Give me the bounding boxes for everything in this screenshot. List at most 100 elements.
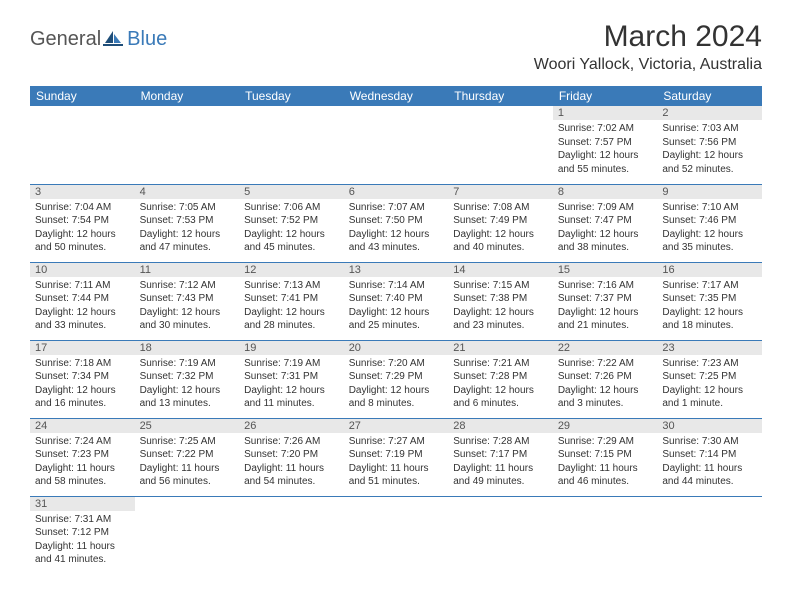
calendar-day-cell: 15Sunrise: 7:16 AMSunset: 7:37 PMDayligh… — [553, 262, 658, 340]
weekday-header: Wednesday — [344, 86, 449, 106]
day-number: 28 — [448, 419, 553, 433]
calendar-day-cell: 23Sunrise: 7:23 AMSunset: 7:25 PMDayligh… — [657, 340, 762, 418]
calendar-day-cell — [135, 106, 240, 184]
calendar-day-cell: 19Sunrise: 7:19 AMSunset: 7:31 PMDayligh… — [239, 340, 344, 418]
day-content: Sunrise: 7:03 AMSunset: 7:56 PMDaylight:… — [657, 120, 762, 180]
day-number: 27 — [344, 419, 449, 433]
calendar-day-cell — [239, 496, 344, 574]
calendar-day-cell: 21Sunrise: 7:21 AMSunset: 7:28 PMDayligh… — [448, 340, 553, 418]
day-number: 15 — [553, 263, 658, 277]
weekday-header: Saturday — [657, 86, 762, 106]
day-number: 2 — [657, 106, 762, 120]
weekday-row: SundayMondayTuesdayWednesdayThursdayFrid… — [30, 86, 762, 106]
calendar-day-cell — [553, 496, 658, 574]
calendar-week-row: 31Sunrise: 7:31 AMSunset: 7:12 PMDayligh… — [30, 496, 762, 574]
day-number: 17 — [30, 341, 135, 355]
calendar-day-cell: 14Sunrise: 7:15 AMSunset: 7:38 PMDayligh… — [448, 262, 553, 340]
day-number: 10 — [30, 263, 135, 277]
day-content: Sunrise: 7:19 AMSunset: 7:32 PMDaylight:… — [135, 355, 240, 415]
day-number: 1 — [553, 106, 658, 120]
calendar-day-cell: 26Sunrise: 7:26 AMSunset: 7:20 PMDayligh… — [239, 418, 344, 496]
calendar-day-cell: 27Sunrise: 7:27 AMSunset: 7:19 PMDayligh… — [344, 418, 449, 496]
day-number: 13 — [344, 263, 449, 277]
calendar-day-cell: 3Sunrise: 7:04 AMSunset: 7:54 PMDaylight… — [30, 184, 135, 262]
day-number: 22 — [553, 341, 658, 355]
day-number: 24 — [30, 419, 135, 433]
calendar-table: SundayMondayTuesdayWednesdayThursdayFrid… — [30, 86, 762, 574]
day-content: Sunrise: 7:25 AMSunset: 7:22 PMDaylight:… — [135, 433, 240, 493]
calendar-day-cell: 16Sunrise: 7:17 AMSunset: 7:35 PMDayligh… — [657, 262, 762, 340]
day-number: 6 — [344, 185, 449, 199]
day-number: 18 — [135, 341, 240, 355]
day-content: Sunrise: 7:27 AMSunset: 7:19 PMDaylight:… — [344, 433, 449, 493]
logo: General Blue — [30, 20, 167, 51]
day-number: 25 — [135, 419, 240, 433]
day-content: Sunrise: 7:18 AMSunset: 7:34 PMDaylight:… — [30, 355, 135, 415]
day-number: 16 — [657, 263, 762, 277]
calendar-day-cell: 17Sunrise: 7:18 AMSunset: 7:34 PMDayligh… — [30, 340, 135, 418]
day-content: Sunrise: 7:12 AMSunset: 7:43 PMDaylight:… — [135, 277, 240, 337]
day-content: Sunrise: 7:28 AMSunset: 7:17 PMDaylight:… — [448, 433, 553, 493]
day-content: Sunrise: 7:31 AMSunset: 7:12 PMDaylight:… — [30, 511, 135, 571]
day-content: Sunrise: 7:24 AMSunset: 7:23 PMDaylight:… — [30, 433, 135, 493]
day-content: Sunrise: 7:04 AMSunset: 7:54 PMDaylight:… — [30, 199, 135, 259]
day-number: 11 — [135, 263, 240, 277]
day-content: Sunrise: 7:14 AMSunset: 7:40 PMDaylight:… — [344, 277, 449, 337]
day-content: Sunrise: 7:17 AMSunset: 7:35 PMDaylight:… — [657, 277, 762, 337]
calendar-day-cell: 24Sunrise: 7:24 AMSunset: 7:23 PMDayligh… — [30, 418, 135, 496]
title-block: March 2024 Woori Yallock, Victoria, Aust… — [534, 20, 762, 74]
day-content: Sunrise: 7:07 AMSunset: 7:50 PMDaylight:… — [344, 199, 449, 259]
day-number: 19 — [239, 341, 344, 355]
day-number: 29 — [553, 419, 658, 433]
calendar-day-cell — [448, 496, 553, 574]
calendar-day-cell: 12Sunrise: 7:13 AMSunset: 7:41 PMDayligh… — [239, 262, 344, 340]
day-number: 14 — [448, 263, 553, 277]
calendar-week-row: 1Sunrise: 7:02 AMSunset: 7:57 PMDaylight… — [30, 106, 762, 184]
calendar-day-cell: 28Sunrise: 7:28 AMSunset: 7:17 PMDayligh… — [448, 418, 553, 496]
day-content: Sunrise: 7:26 AMSunset: 7:20 PMDaylight:… — [239, 433, 344, 493]
day-content: Sunrise: 7:21 AMSunset: 7:28 PMDaylight:… — [448, 355, 553, 415]
calendar-day-cell: 9Sunrise: 7:10 AMSunset: 7:46 PMDaylight… — [657, 184, 762, 262]
calendar-day-cell: 4Sunrise: 7:05 AMSunset: 7:53 PMDaylight… — [135, 184, 240, 262]
weekday-header: Friday — [553, 86, 658, 106]
calendar-week-row: 24Sunrise: 7:24 AMSunset: 7:23 PMDayligh… — [30, 418, 762, 496]
day-number: 31 — [30, 497, 135, 511]
day-number: 9 — [657, 185, 762, 199]
calendar-day-cell — [239, 106, 344, 184]
logo-text-general: General — [30, 28, 101, 51]
day-number: 20 — [344, 341, 449, 355]
day-number: 4 — [135, 185, 240, 199]
calendar-day-cell: 30Sunrise: 7:30 AMSunset: 7:14 PMDayligh… — [657, 418, 762, 496]
day-content: Sunrise: 7:20 AMSunset: 7:29 PMDaylight:… — [344, 355, 449, 415]
day-number: 3 — [30, 185, 135, 199]
month-title: March 2024 — [534, 20, 762, 54]
calendar-day-cell: 20Sunrise: 7:20 AMSunset: 7:29 PMDayligh… — [344, 340, 449, 418]
day-number: 30 — [657, 419, 762, 433]
calendar-day-cell: 8Sunrise: 7:09 AMSunset: 7:47 PMDaylight… — [553, 184, 658, 262]
calendar-day-cell: 25Sunrise: 7:25 AMSunset: 7:22 PMDayligh… — [135, 418, 240, 496]
calendar-day-cell: 10Sunrise: 7:11 AMSunset: 7:44 PMDayligh… — [30, 262, 135, 340]
day-content: Sunrise: 7:02 AMSunset: 7:57 PMDaylight:… — [553, 120, 658, 180]
calendar-day-cell — [344, 106, 449, 184]
day-number: 12 — [239, 263, 344, 277]
weekday-header: Thursday — [448, 86, 553, 106]
weekday-header: Sunday — [30, 86, 135, 106]
logo-text-blue: Blue — [127, 28, 167, 51]
calendar-day-cell — [30, 106, 135, 184]
day-content: Sunrise: 7:11 AMSunset: 7:44 PMDaylight:… — [30, 277, 135, 337]
calendar-day-cell — [135, 496, 240, 574]
calendar-day-cell: 11Sunrise: 7:12 AMSunset: 7:43 PMDayligh… — [135, 262, 240, 340]
day-number: 23 — [657, 341, 762, 355]
calendar-week-row: 3Sunrise: 7:04 AMSunset: 7:54 PMDaylight… — [30, 184, 762, 262]
day-number: 26 — [239, 419, 344, 433]
calendar-day-cell: 2Sunrise: 7:03 AMSunset: 7:56 PMDaylight… — [657, 106, 762, 184]
day-content: Sunrise: 7:22 AMSunset: 7:26 PMDaylight:… — [553, 355, 658, 415]
calendar-day-cell — [344, 496, 449, 574]
calendar-day-cell: 29Sunrise: 7:29 AMSunset: 7:15 PMDayligh… — [553, 418, 658, 496]
day-content: Sunrise: 7:29 AMSunset: 7:15 PMDaylight:… — [553, 433, 658, 493]
day-content: Sunrise: 7:10 AMSunset: 7:46 PMDaylight:… — [657, 199, 762, 259]
calendar-day-cell: 13Sunrise: 7:14 AMSunset: 7:40 PMDayligh… — [344, 262, 449, 340]
day-content: Sunrise: 7:19 AMSunset: 7:31 PMDaylight:… — [239, 355, 344, 415]
day-content: Sunrise: 7:06 AMSunset: 7:52 PMDaylight:… — [239, 199, 344, 259]
weekday-header: Monday — [135, 86, 240, 106]
